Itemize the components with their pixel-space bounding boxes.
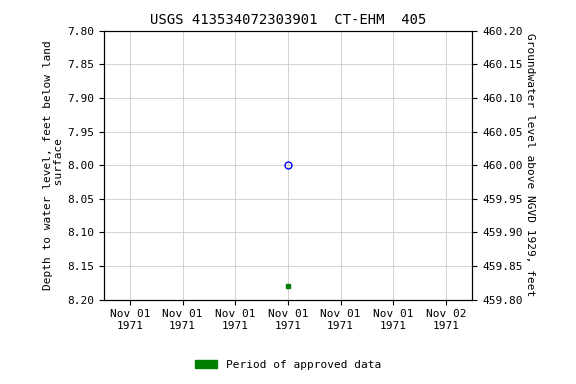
Y-axis label: Groundwater level above NGVD 1929, feet: Groundwater level above NGVD 1929, feet <box>525 33 535 297</box>
Legend: Period of approved data: Period of approved data <box>191 356 385 375</box>
Y-axis label: Depth to water level, feet below land
 surface: Depth to water level, feet below land su… <box>43 40 64 290</box>
Title: USGS 413534072303901  CT-EHM  405: USGS 413534072303901 CT-EHM 405 <box>150 13 426 27</box>
